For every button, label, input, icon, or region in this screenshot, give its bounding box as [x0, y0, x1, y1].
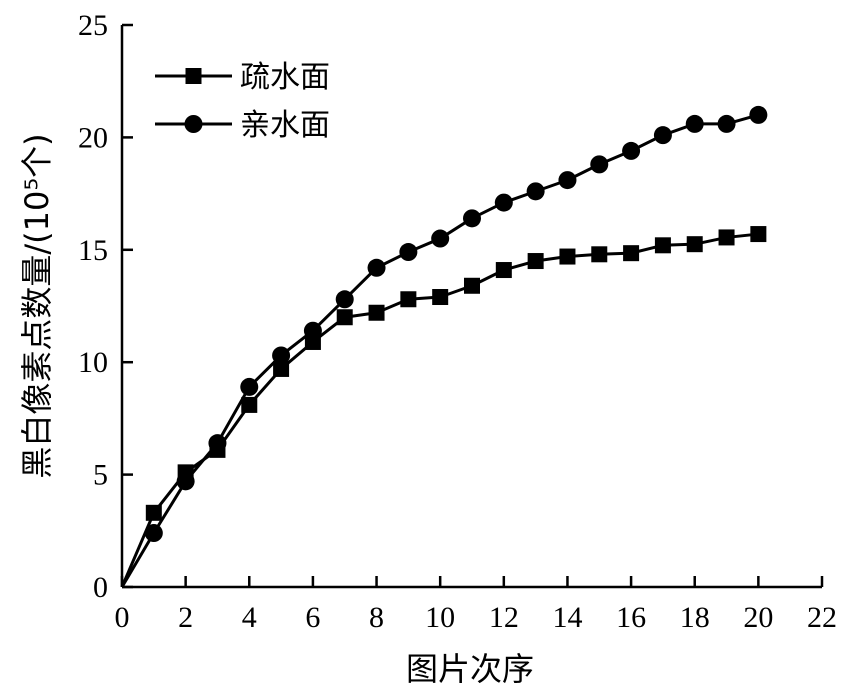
data-point: [623, 245, 640, 262]
data-point: [590, 155, 609, 174]
x-tick-label: 12: [489, 601, 519, 634]
data-point: [559, 248, 576, 265]
y-axis-title: 黑白像素点数量/(10⁵个): [18, 133, 56, 478]
x-tick-label: 2: [178, 601, 193, 634]
data-point: [240, 377, 259, 396]
data-point: [367, 258, 386, 277]
x-tick-label: 0: [115, 601, 130, 634]
data-point: [495, 262, 512, 279]
data-point: [464, 277, 480, 294]
y-tick-label: 25: [78, 9, 108, 42]
data-point: [526, 182, 545, 201]
series-layer: [120, 105, 768, 588]
x-tick-label: 18: [680, 601, 710, 634]
data-point: [527, 253, 544, 270]
square-marker-icon: [185, 68, 202, 84]
data-point: [558, 171, 577, 190]
x-tick-label: 6: [305, 601, 320, 634]
data-point: [686, 236, 703, 253]
data-point: [591, 246, 608, 263]
y-tick-label: 10: [78, 346, 108, 379]
x-tick-label: 16: [616, 601, 646, 634]
data-point: [368, 304, 385, 321]
x-tick-label: 20: [743, 601, 773, 634]
x-tick-label: 10: [425, 601, 455, 634]
data-point: [718, 229, 735, 246]
data-point: [654, 237, 671, 254]
data-point: [400, 291, 417, 308]
x-tick-label: 14: [552, 601, 582, 634]
x-tick-label: 4: [242, 601, 257, 634]
data-point: [431, 229, 450, 248]
legend-item: 疏水面: [155, 60, 330, 95]
data-point: [241, 396, 258, 413]
legend-item: 亲水面: [155, 108, 330, 143]
x-tick-label: 22: [807, 601, 837, 634]
x-axis-ticks: 0 2 4 6 8 10 12 14 16 18 20 22: [115, 576, 837, 634]
data-point: [749, 105, 768, 124]
y-tick-label: 5: [93, 459, 108, 492]
data-point: [176, 472, 195, 491]
data-point: [336, 309, 353, 326]
data-point: [273, 360, 290, 377]
series-line: [120, 232, 759, 588]
data-point: [272, 346, 291, 365]
series-1: [120, 226, 767, 588]
data-point: [335, 290, 354, 309]
data-point: [145, 504, 162, 521]
y-tick-label: 20: [78, 121, 108, 154]
circle-marker-icon: [184, 115, 203, 133]
x-axis-title: 图片次序: [406, 650, 534, 688]
x-tick-label: 8: [369, 601, 384, 634]
legend-label: 疏水面: [240, 60, 330, 95]
data-point: [494, 193, 513, 212]
data-point: [622, 141, 641, 160]
series-2: [120, 105, 768, 588]
data-point: [399, 243, 418, 262]
data-point: [432, 289, 449, 306]
y-axis-ticks: 0 5 10 15 20 25: [78, 9, 133, 604]
y-tick-label: 0: [93, 571, 108, 604]
legend-label: 亲水面: [240, 108, 330, 143]
data-point: [717, 114, 736, 133]
y-tick-label: 15: [78, 234, 108, 267]
axes: [120, 25, 822, 589]
series-line: [120, 113, 759, 588]
data-point: [303, 321, 322, 340]
data-point: [653, 126, 672, 145]
data-point: [463, 209, 481, 228]
data-point: [208, 434, 227, 453]
data-point: [750, 226, 767, 243]
data-point: [144, 524, 163, 543]
data-point: [685, 114, 704, 133]
